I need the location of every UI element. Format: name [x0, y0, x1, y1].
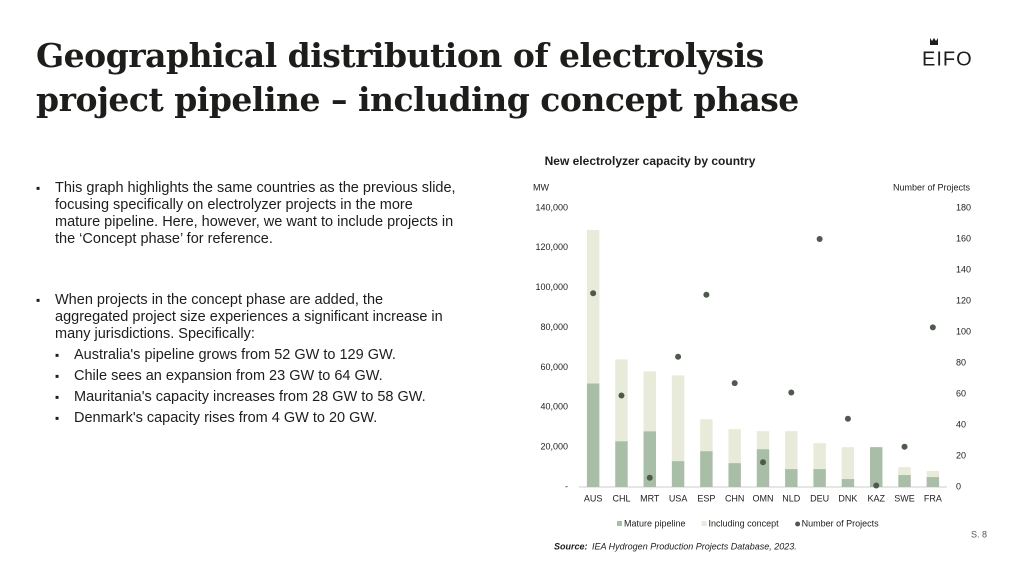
bar-segment: [785, 469, 798, 487]
project-count-dot: [703, 291, 710, 298]
legend-label: Mature pipeline: [624, 518, 686, 528]
y-tick-label: 100,000: [535, 282, 568, 292]
logo: EIFO: [922, 38, 973, 70]
bar-segment: [586, 383, 600, 487]
x-tick-label: OMN: [753, 493, 774, 503]
project-count-dot: [760, 459, 766, 466]
bar-segment: [926, 477, 940, 487]
bar-segment: [785, 431, 798, 470]
bar-segment: [870, 447, 883, 487]
bar-segment: [841, 479, 855, 487]
project-count-dot: [816, 236, 823, 242]
project-count-dot: [731, 380, 738, 387]
y2-tick-label: 80: [956, 357, 966, 367]
project-count-dot: [929, 324, 936, 331]
x-tick-label: CHN: [725, 493, 745, 503]
y2-tick-label: 40: [956, 419, 966, 429]
y2-axis-title: Number of Projects: [893, 182, 971, 192]
bar-segment: [643, 431, 656, 487]
sub-bullet: Australia's pipeline grows from 52 GW to…: [55, 347, 456, 364]
y2-tick-label: 180: [956, 202, 971, 212]
bar-segment: [671, 461, 685, 487]
legend-marker: [795, 521, 801, 527]
bar-segment: [898, 467, 911, 476]
project-count-dot: [873, 482, 880, 489]
bullet-text: When projects in the concept phase are a…: [55, 292, 443, 342]
y2-tick-label: 0: [956, 481, 961, 491]
slide-title: Geographical distribution of electrolysi…: [36, 36, 799, 119]
chart-title: New electrolyzer capacity by country: [545, 154, 756, 168]
y-tick-label: -: [565, 481, 568, 491]
y-tick-label: 120,000: [535, 242, 568, 252]
bullet: When projects in the concept phase are a…: [36, 292, 456, 427]
y-tick-label: 60,000: [540, 362, 568, 372]
page-number: S. 8: [971, 529, 987, 539]
bar-segment: [813, 469, 826, 487]
sub-bullet: Denmark's capacity rises from 4 GW to 20…: [55, 410, 456, 427]
y2-tick-label: 140: [956, 264, 971, 274]
x-tick-label: USA: [669, 493, 688, 503]
bullet: This graph highlights the same countries…: [36, 180, 456, 248]
legend-label: Number of Projects: [802, 518, 880, 528]
project-count-dot: [844, 415, 851, 422]
x-tick-label: SWE: [894, 493, 915, 503]
x-tick-label: MRT: [640, 493, 660, 503]
bar-segment: [728, 429, 741, 464]
bar-segment: [615, 359, 628, 442]
bar-segment: [926, 471, 940, 478]
x-tick-label: CHL: [612, 493, 630, 503]
legend-marker: [617, 521, 622, 526]
x-tick-label: DNK: [838, 493, 857, 503]
y2-tick-label: 20: [956, 450, 966, 460]
bar-segment: [700, 419, 713, 452]
x-tick-label: FRA: [924, 493, 942, 503]
bar-segment: [615, 441, 628, 487]
bar-segment: [671, 375, 685, 462]
source-label: Source:: [554, 541, 588, 551]
bar-segment: [813, 443, 826, 470]
bar-segment: [728, 463, 741, 487]
project-count-dot: [618, 392, 625, 399]
y-tick-label: 140,000: [535, 202, 568, 212]
project-count-dot: [675, 353, 682, 360]
bar-segment: [586, 229, 600, 384]
y-tick-label: 80,000: [540, 322, 568, 332]
x-tick-label: DEU: [810, 493, 829, 503]
y-tick-label: 40,000: [540, 402, 568, 412]
bar-segment: [643, 371, 656, 432]
logo-text: EIFO: [922, 48, 973, 70]
y-tick-label: 20,000: [540, 442, 568, 452]
crown-icon: [930, 38, 938, 45]
y-axis-title: MW: [533, 182, 549, 192]
legend-label: Including concept: [709, 518, 780, 528]
x-tick-label: ESP: [697, 493, 715, 503]
bar-segment: [756, 449, 770, 487]
y2-tick-label: 120: [956, 295, 971, 305]
bar-segment: [898, 475, 911, 487]
bullet-list: This graph highlights the same countries…: [36, 180, 456, 427]
project-count-dot: [901, 443, 908, 450]
project-count-dot: [646, 474, 653, 481]
x-tick-label: AUS: [584, 493, 603, 503]
y2-tick-label: 60: [956, 388, 966, 398]
x-tick-label: NLD: [782, 493, 801, 503]
project-count-dot: [590, 290, 597, 297]
y2-tick-label: 160: [956, 233, 971, 243]
bar-segment: [700, 451, 713, 487]
sub-bullet: Mauritania's capacity increases from 28 …: [55, 389, 456, 406]
project-count-dot: [788, 389, 795, 396]
sub-bullet: Chile sees an expansion from 23 GW to 64…: [55, 368, 456, 385]
bar-segment: [841, 447, 855, 480]
x-tick-label: KAZ: [867, 493, 885, 503]
y2-tick-label: 100: [956, 326, 971, 336]
source-text: IEA Hydrogen Production Projects Databas…: [592, 541, 797, 551]
legend-marker: [701, 521, 707, 526]
bar-segment: [756, 431, 770, 450]
